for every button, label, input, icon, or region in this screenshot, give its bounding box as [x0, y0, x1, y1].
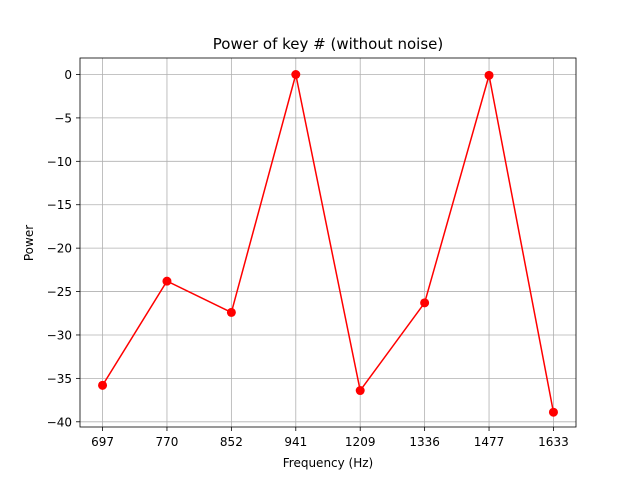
x-tick-label: 697: [91, 435, 114, 449]
x-tick-label: 941: [284, 435, 307, 449]
y-tick-label: −30: [47, 328, 72, 342]
y-tick-label: −35: [47, 372, 72, 386]
data-point-marker: [548, 407, 558, 417]
data-point-marker: [420, 298, 430, 308]
data-point-marker: [484, 70, 494, 80]
data-point-marker: [226, 307, 236, 317]
plot-frame: [79, 57, 577, 428]
y-tick-label: −40: [47, 415, 72, 429]
x-tick-label: 1336: [409, 435, 440, 449]
data-point-marker: [355, 386, 365, 396]
data-point-marker: [98, 380, 108, 390]
chart-title: Power of key # (without noise): [213, 35, 443, 53]
x-axis-label: Frequency (Hz): [283, 456, 374, 470]
data-point-marker: [291, 69, 301, 79]
grid: [80, 58, 576, 427]
y-tick-label: −10: [47, 155, 72, 169]
x-tick-label: 1477: [474, 435, 505, 449]
data-point-marker: [162, 276, 172, 286]
x-tick-label: 770: [156, 435, 179, 449]
y-axis-label: Power: [22, 225, 36, 261]
y-tick-label: −25: [47, 285, 72, 299]
y-tick-label: −5: [54, 111, 72, 125]
y-tick-label: −20: [47, 242, 72, 256]
x-tick-label: 852: [220, 435, 243, 449]
x-tick-label: 1633: [538, 435, 569, 449]
y-tick-label: 0: [64, 68, 72, 82]
x-tick-label: 1209: [345, 435, 376, 449]
series: [98, 69, 558, 417]
ticks: 697 770 852 941 1209 1336 1477 1633 0 −5 −10 −15 −20…: [47, 68, 569, 449]
series-line: [101, 74, 555, 413]
y-tick-label: −15: [47, 198, 72, 212]
